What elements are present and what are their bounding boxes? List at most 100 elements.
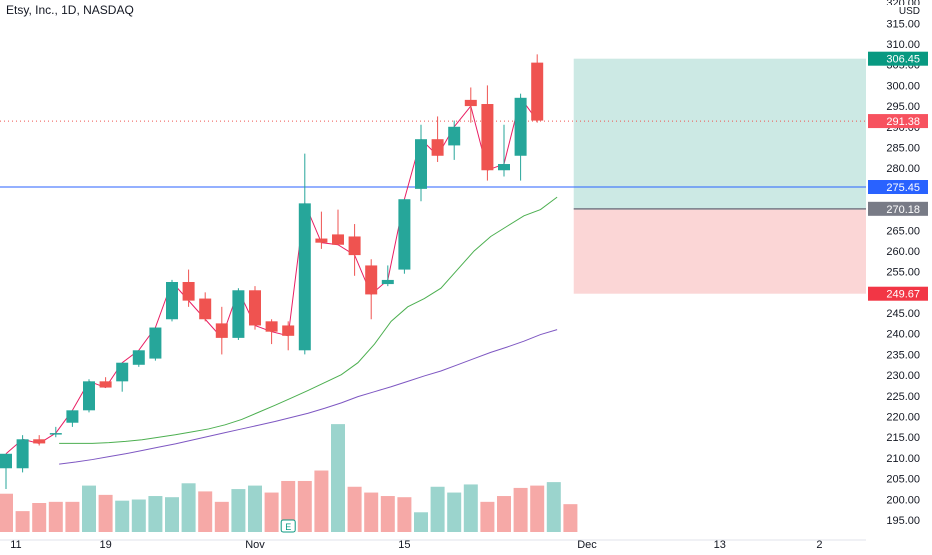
volume-bar: [546, 482, 561, 532]
candle-body: [481, 104, 494, 171]
candle-body: [498, 164, 510, 171]
y-tick-label: 260.00: [886, 246, 920, 258]
y-tick-label: 230.00: [886, 370, 920, 382]
y-tick-label: 300.00: [886, 80, 920, 92]
volume-bar: [414, 512, 428, 532]
candle-body: [381, 279, 394, 285]
candle-body: [66, 410, 79, 423]
y-tick-label: 245.00: [886, 308, 920, 320]
volume-bar: [447, 492, 462, 532]
candle-body: [249, 290, 261, 326]
candle-body: [514, 97, 527, 156]
x-tick-label: 15: [398, 539, 410, 550]
earnings-marker: [280, 519, 296, 533]
candle-body: [182, 282, 195, 301]
candle-body: [365, 265, 378, 295]
x-tick-label: Dec: [577, 539, 597, 550]
candle-body: [332, 234, 344, 245]
volume-bar: [281, 480, 296, 532]
y-tick-label: 225.00: [886, 391, 920, 403]
fast-moving-average: [59, 196, 558, 444]
candle-body: [315, 238, 328, 243]
candle-body: [116, 362, 129, 382]
earnings-marker-label: E: [285, 522, 291, 532]
volume-bar: [430, 486, 445, 532]
candle-body: [166, 282, 178, 320]
y-tick-label: 215.00: [886, 432, 920, 444]
candle-body: [431, 139, 444, 156]
y-tick-label: 255.00: [886, 267, 920, 279]
candle-body: [49, 433, 62, 435]
candle-body: [448, 126, 461, 146]
volume-bar: [198, 491, 213, 532]
y-tick-label: 195.00: [886, 515, 920, 527]
candle-body: [83, 381, 95, 411]
chart-title: Etsy, Inc., 1D, NASDAQ: [6, 3, 134, 17]
candle-body: [398, 199, 411, 270]
candle-body: [199, 298, 212, 320]
y-tick-label: 315.00: [886, 18, 920, 30]
candle-body: [531, 62, 544, 121]
x-tick-label: Nov: [245, 539, 265, 550]
loss-zone: [573, 208, 866, 294]
entry-price-label: 275.45: [886, 182, 920, 194]
volume-bar: [48, 501, 63, 532]
stop-reference-label: 270.18: [886, 204, 920, 216]
x-tick-label: 2: [816, 539, 822, 550]
volume-bar: [397, 497, 412, 532]
volume-bar: [513, 487, 528, 532]
volume-bar: [115, 500, 130, 532]
volume-bar: [314, 470, 329, 532]
volume-bar: [463, 484, 478, 532]
candle-body: [33, 439, 46, 444]
candle-body: [215, 323, 228, 338]
candle-body: [464, 99, 477, 107]
candle-body: [282, 325, 295, 336]
take-profit-label: 306.45: [886, 54, 920, 66]
candle-body: [232, 290, 245, 338]
y-tick-label: 220.00: [886, 412, 920, 424]
y-tick-label: 240.00: [886, 329, 920, 341]
profit-zone: [573, 58, 866, 209]
currency-label: USD: [899, 6, 920, 17]
volume-bar: [364, 492, 379, 532]
volume-bar: [32, 503, 47, 532]
stop-loss-label: 249.67: [886, 289, 920, 301]
volume-bar: [497, 496, 511, 532]
y-tick-label: 320.00: [886, 0, 920, 10]
stop-reference-label-bg: [868, 201, 928, 216]
y-tick-label: 295.00: [886, 101, 920, 113]
currency-bg: [876, 5, 924, 16]
candle-body: [149, 327, 162, 359]
volume-bar: [231, 489, 246, 532]
y-tick-label: 310.00: [886, 39, 920, 51]
volume-bar: [248, 485, 262, 532]
volume-bar: [331, 424, 345, 532]
slow-moving-average: [59, 329, 558, 465]
take-profit-label-bg: [868, 51, 928, 66]
volume-bar: [181, 483, 196, 532]
candle-body: [99, 381, 112, 388]
y-tick-label: 205.00: [886, 474, 920, 486]
y-tick-label: 280.00: [886, 163, 920, 175]
volume-bar: [0, 493, 13, 532]
x-tick-label: 19: [99, 539, 111, 550]
volume-bar: [264, 492, 279, 532]
y-tick-label: 285.00: [886, 142, 920, 154]
candle-body: [16, 439, 29, 469]
candle-body: [348, 236, 361, 256]
stop-loss-label-bg: [868, 286, 928, 301]
volume-bar: [15, 511, 30, 532]
y-tick-label: 265.00: [886, 225, 920, 237]
volume-bar: [563, 504, 578, 532]
candle-body: [415, 139, 427, 189]
volume-bar: [380, 496, 395, 532]
current-price-label: 291.38: [886, 116, 920, 128]
volume-bar: [165, 497, 179, 532]
y-tick-label: 200.00: [886, 494, 920, 506]
entry-price-label-bg: [868, 180, 928, 195]
x-tick-label: 11: [10, 539, 21, 550]
candle-body: [265, 321, 278, 332]
